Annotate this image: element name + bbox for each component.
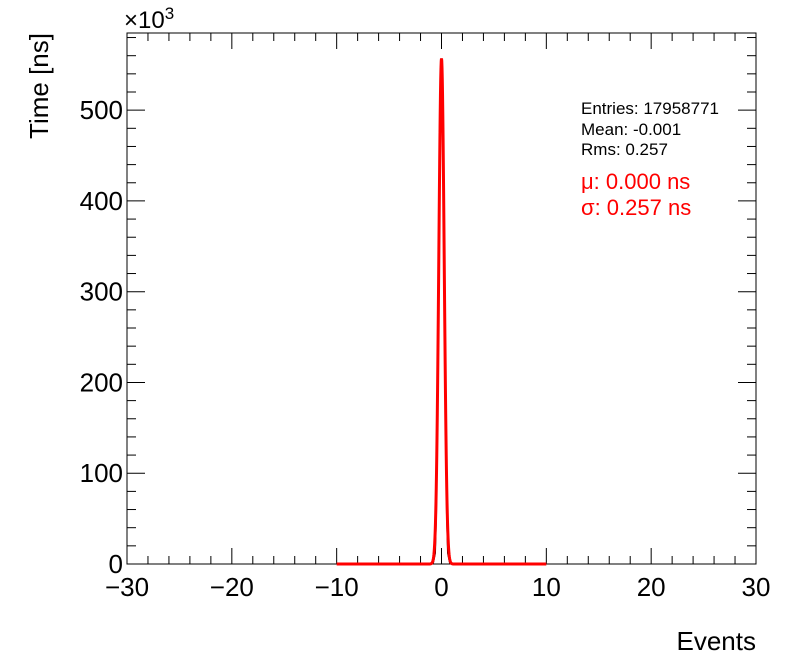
y-multiplier-exp: 3 [165, 4, 174, 23]
x-ticks [126, 33, 757, 564]
gaussian-fit-line [336, 58, 547, 566]
x-tick-label: 20 [637, 572, 666, 602]
y-tick-label: 100 [80, 458, 123, 488]
series-group [336, 58, 547, 566]
x-tick-label: −20 [210, 572, 254, 602]
y-multiplier: ×103 [124, 4, 174, 34]
stats-entries: Entries: 17958771 [581, 99, 719, 118]
fit-sigma-label: σ: 0.257 ns [581, 195, 691, 220]
y-multiplier-base: ×10 [124, 7, 165, 34]
histogram-line [428, 58, 455, 565]
x-tick-labels: −30 −20 −10 0 10 20 30 [105, 572, 771, 602]
x-tick-label: 30 [742, 572, 771, 602]
y-tick-label: 0 [109, 549, 123, 579]
y-ticks [127, 37, 756, 565]
stats-rms: Rms: 0.257 [581, 140, 668, 159]
y-tick-label: 200 [80, 367, 123, 397]
x-tick-label: −30 [105, 572, 149, 602]
stats-mean: Mean: -0.001 [581, 120, 681, 139]
y-tick-labels: 0 100 200 300 400 500 [80, 95, 123, 579]
x-axis-label: Events [677, 626, 757, 656]
y-tick-label: 400 [80, 186, 123, 216]
x-tick-label: 0 [434, 572, 448, 602]
x-tick-label: −10 [315, 572, 359, 602]
x-tick-label: 10 [532, 572, 561, 602]
fit-mu-label: μ: 0.000 ns [581, 169, 690, 194]
y-axis-label: Time [ns] [24, 33, 54, 139]
y-tick-label: 500 [80, 95, 123, 125]
y-tick-label: 300 [80, 277, 123, 307]
